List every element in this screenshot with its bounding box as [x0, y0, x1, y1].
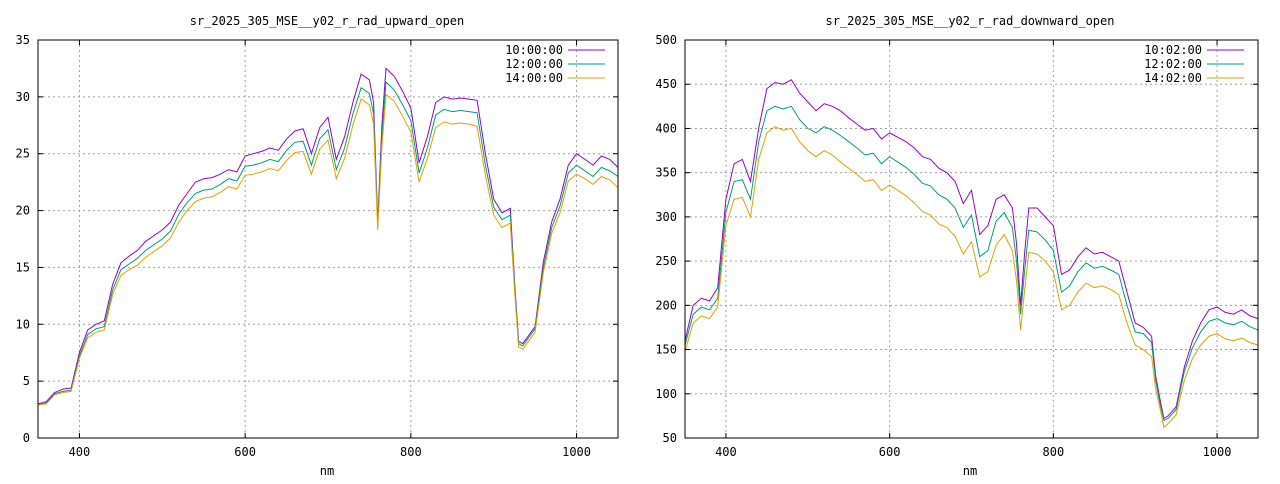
legend-label: 10:02:00 — [1144, 43, 1202, 57]
y-tick-label: 200 — [655, 298, 677, 312]
x-tick-label: 600 — [234, 445, 256, 459]
y-tick-label: 20 — [16, 204, 30, 218]
y-tick-label: 5 — [23, 374, 30, 388]
legend-label: 12:00:00 — [505, 57, 563, 71]
y-tick-label: 0 — [23, 431, 30, 445]
series-lines — [684, 79, 1259, 429]
y-tick-label: 500 — [655, 33, 677, 47]
chart-upward: sr_2025_305_MSE__y02_r_rad_upward_open 0… — [16, 14, 619, 478]
y-tick-label: 35 — [16, 33, 30, 47]
chart-downward: sr_2025_305_MSE__y02_r_rad_downward_open… — [655, 14, 1259, 478]
x-axis-label: nm — [320, 464, 334, 478]
plot-frame — [684, 39, 1259, 439]
chart-title: sr_2025_305_MSE__y02_r_rad_upward_open — [190, 14, 465, 28]
grid-lines — [685, 40, 1258, 438]
x-tick-label: 1000 — [1203, 445, 1232, 459]
x-tick-label: 1000 — [562, 445, 591, 459]
y-tick-label: 250 — [655, 254, 677, 268]
y-tick-label: 350 — [655, 166, 677, 180]
legend-label: 14:02:00 — [1144, 71, 1202, 85]
x-tick-label: 400 — [69, 445, 91, 459]
y-tick-label: 150 — [655, 343, 677, 357]
y-tick-label: 10 — [16, 317, 30, 331]
x-tick-label: 400 — [715, 445, 737, 459]
y-tick-label: 25 — [16, 147, 30, 161]
series-line-100200 — [684, 79, 1259, 420]
legend-label: 14:00:00 — [505, 71, 563, 85]
plot-frame — [37, 39, 619, 439]
x-tick-label: 800 — [1043, 445, 1065, 459]
y-tick-label: 30 — [16, 90, 30, 104]
y-tick-label: 50 — [663, 431, 677, 445]
series-line-140200 — [684, 126, 1259, 429]
x-tick-label: 800 — [400, 445, 422, 459]
axis-ticks: 0 5 10 15 20 25 30 35 400 600 800 1000 — [16, 33, 618, 459]
chart-title: sr_2025_305_MSE__y02_r_rad_downward_open — [826, 14, 1115, 28]
series-line-120200 — [684, 105, 1259, 422]
x-tick-label: 600 — [879, 445, 901, 459]
legend-label: 12:02:00 — [1144, 57, 1202, 71]
x-axis-label: nm — [963, 464, 977, 478]
y-tick-label: 400 — [655, 121, 677, 135]
grid-lines — [38, 40, 618, 438]
series-lines — [37, 67, 619, 406]
y-tick-label: 15 — [16, 260, 30, 274]
series-line-100000 — [37, 67, 619, 405]
legend-label: 10:00:00 — [505, 43, 563, 57]
series-line-140000 — [37, 93, 619, 406]
y-tick-label: 300 — [655, 210, 677, 224]
axis-ticks: 50 100 150 200 250 300 350 400 450 500 400 600 800 10… — [655, 33, 1258, 459]
y-tick-label: 100 — [655, 387, 677, 401]
series-line-120000 — [37, 81, 619, 406]
y-tick-label: 450 — [655, 77, 677, 91]
